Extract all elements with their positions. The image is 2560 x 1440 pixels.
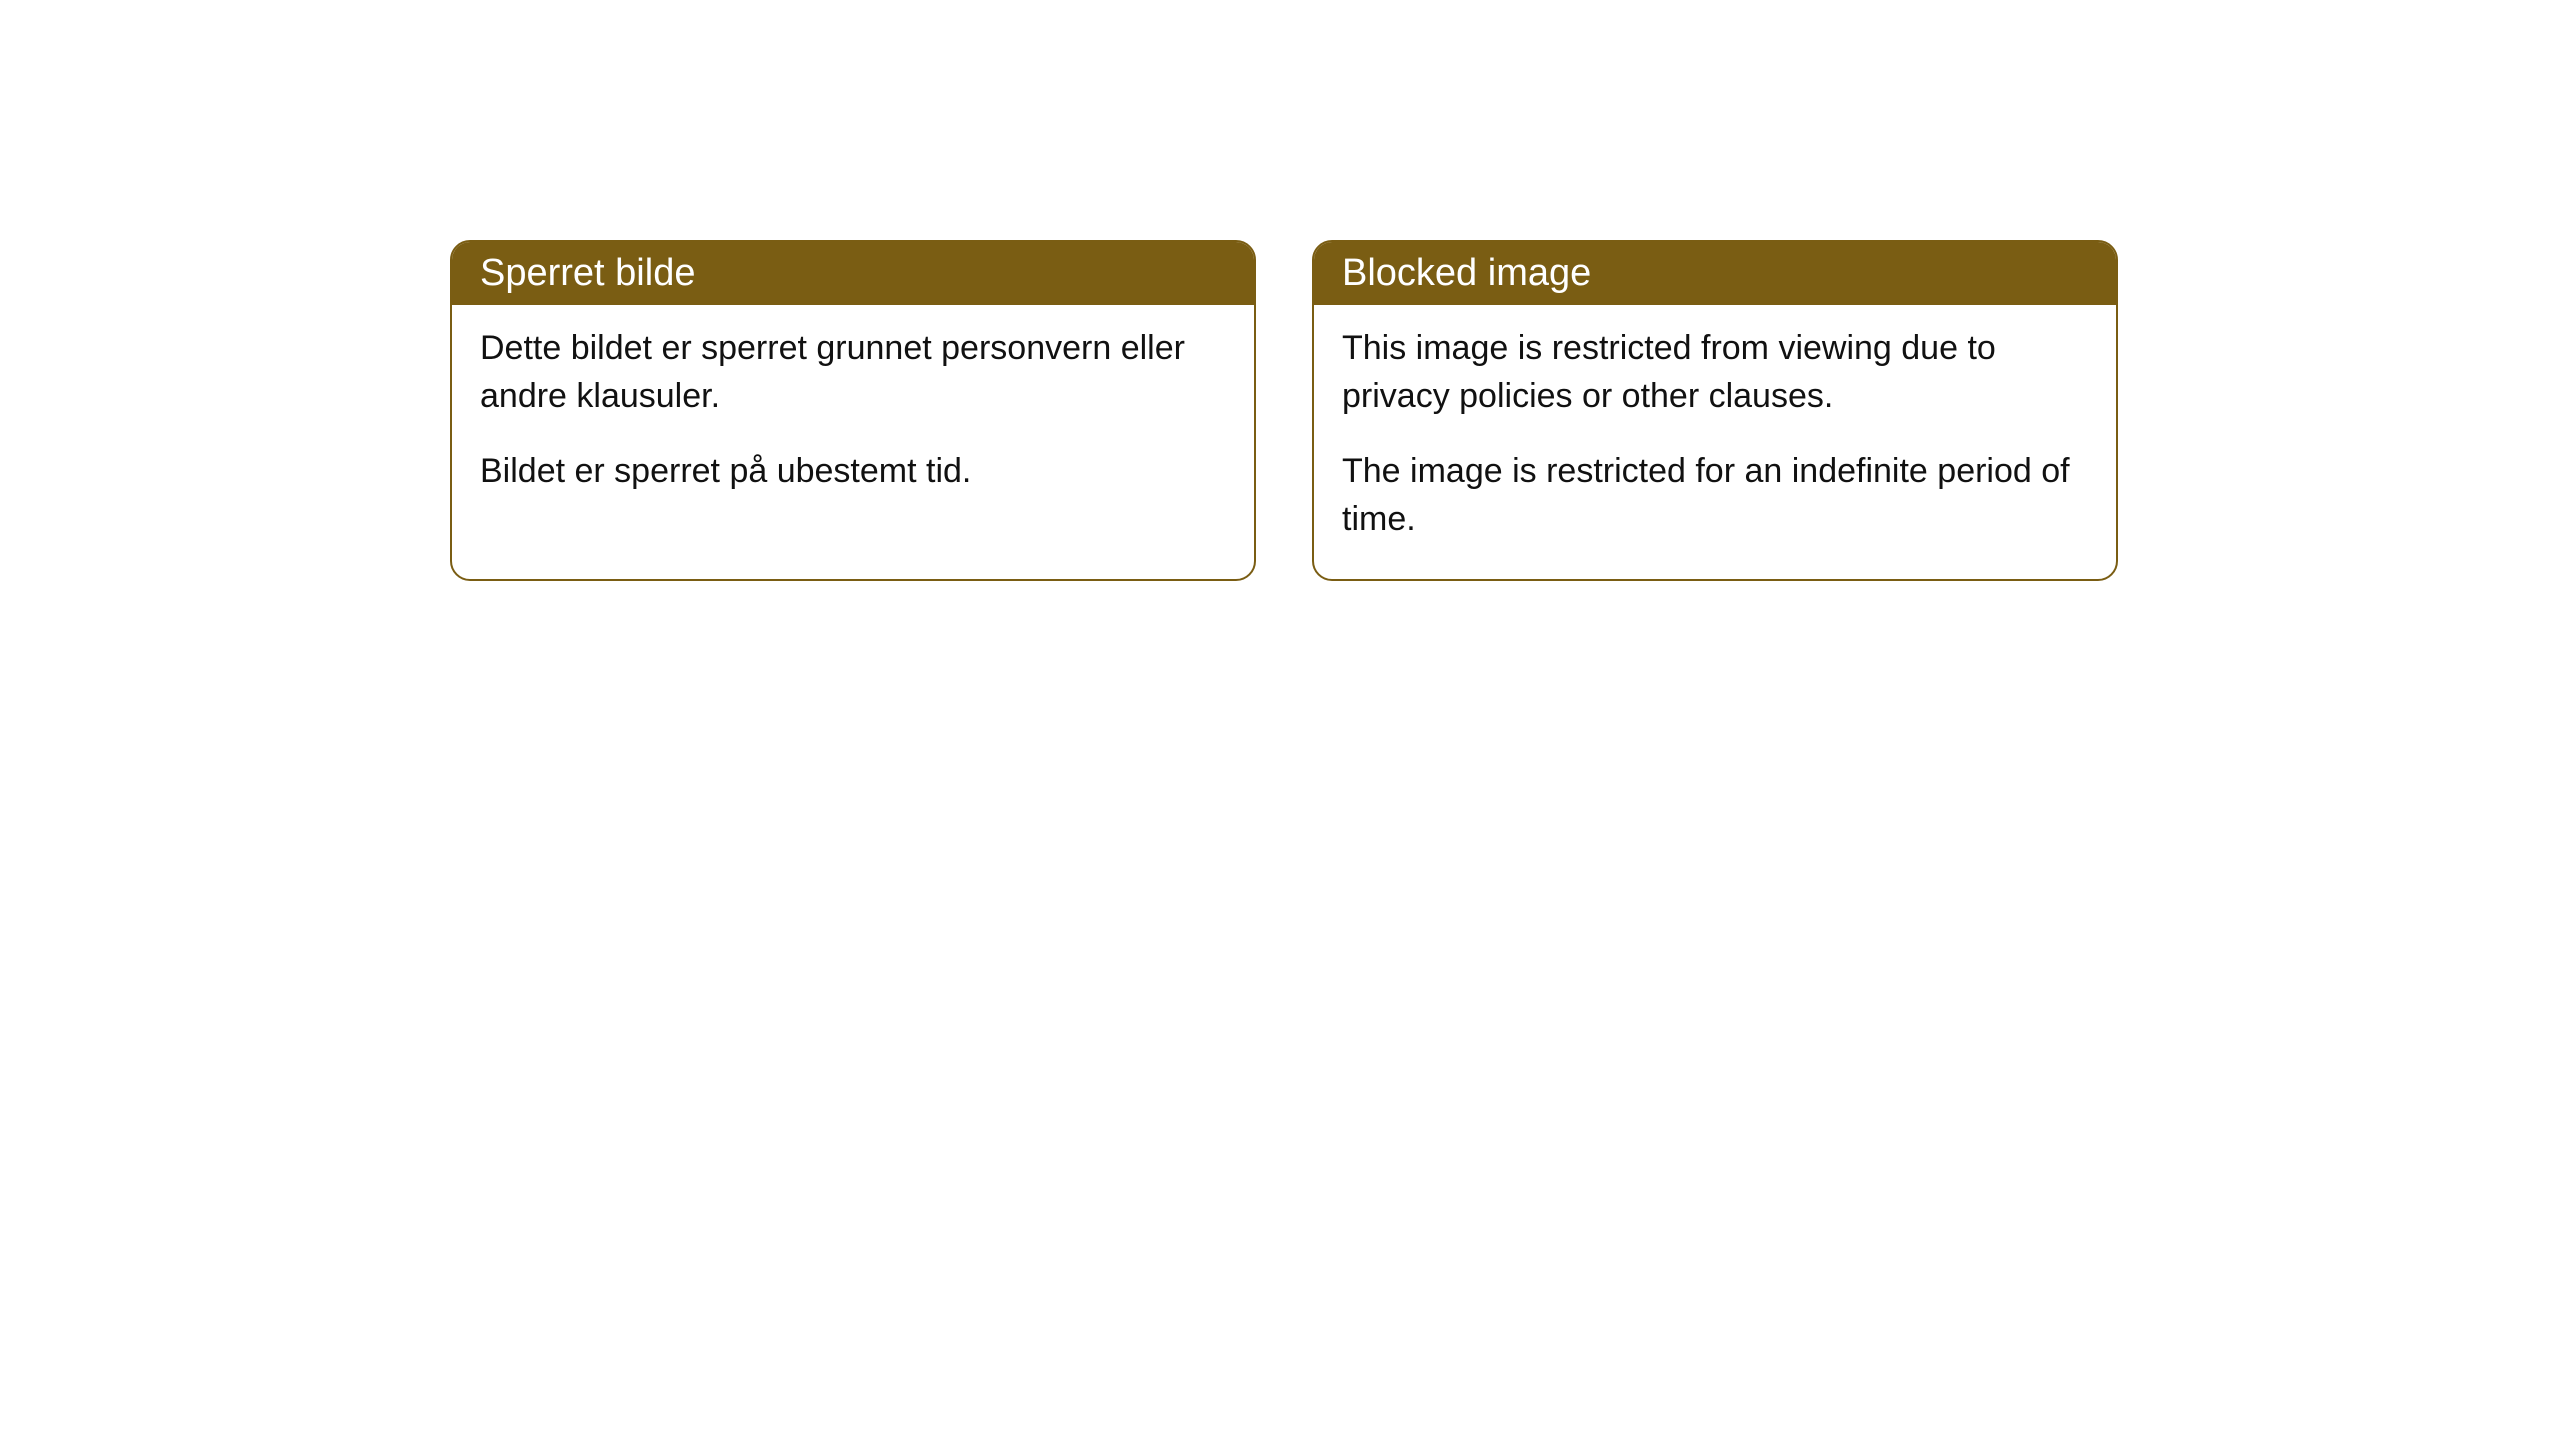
card-title: Sperret bilde — [480, 252, 695, 294]
card-title: Blocked image — [1342, 252, 1591, 294]
notice-card-english: Blocked image This image is restricted f… — [1312, 240, 2118, 581]
card-paragraph: The image is restricted for an indefinit… — [1342, 448, 2088, 543]
card-paragraph: This image is restricted from viewing du… — [1342, 325, 2088, 420]
card-header: Blocked image — [1314, 242, 2116, 305]
card-paragraph: Dette bildet er sperret grunnet personve… — [480, 325, 1226, 420]
card-body: This image is restricted from viewing du… — [1314, 305, 2116, 579]
card-header: Sperret bilde — [452, 242, 1254, 305]
notice-container: Sperret bilde Dette bildet er sperret gr… — [450, 240, 2118, 581]
card-paragraph: Bildet er sperret på ubestemt tid. — [480, 448, 1226, 496]
notice-card-norwegian: Sperret bilde Dette bildet er sperret gr… — [450, 240, 1256, 581]
card-body: Dette bildet er sperret grunnet personve… — [452, 305, 1254, 532]
